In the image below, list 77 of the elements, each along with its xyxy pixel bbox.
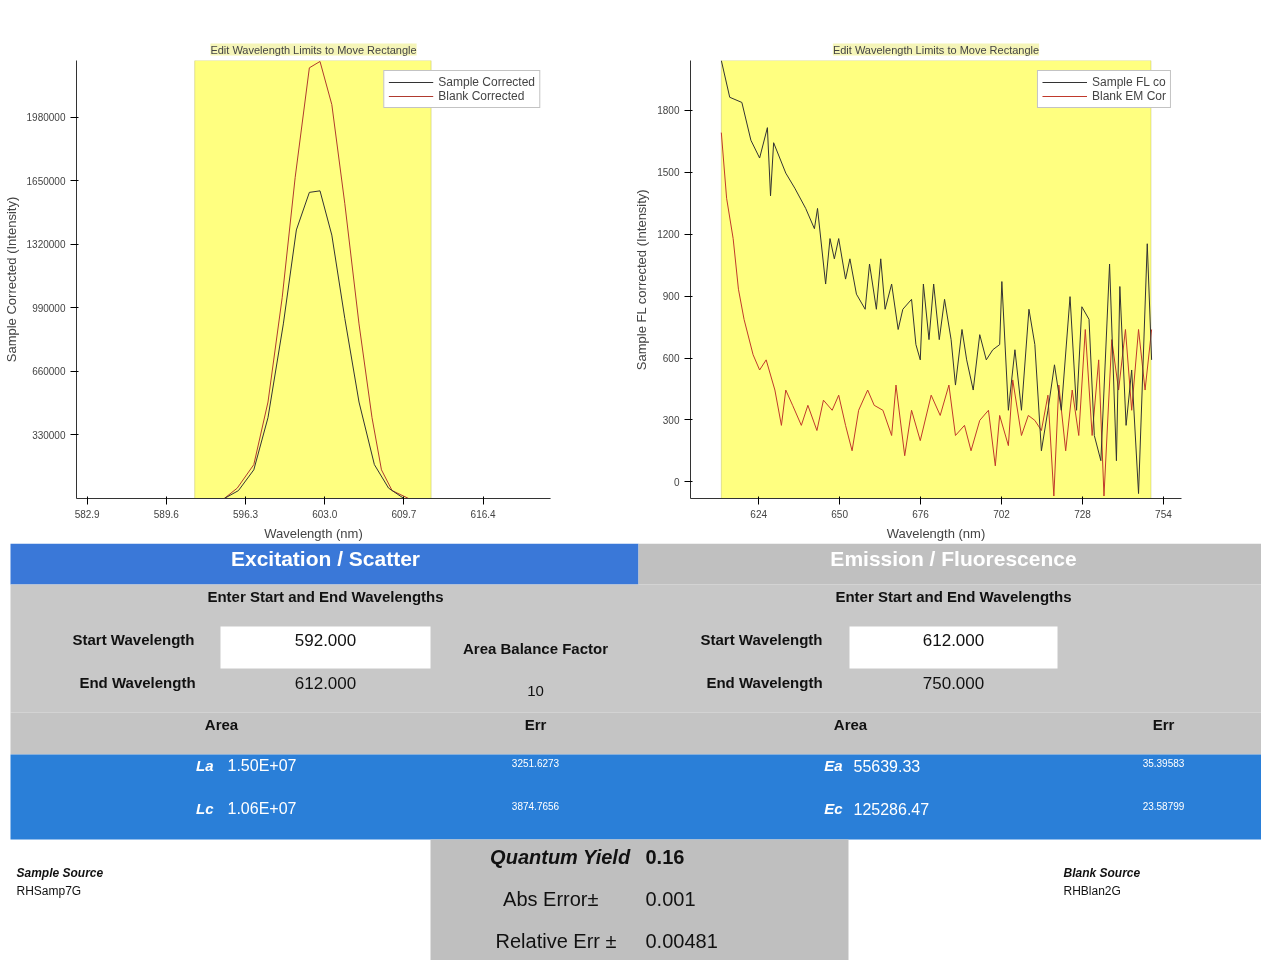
x-tick-label: 624 xyxy=(750,508,768,520)
text: 612.000 xyxy=(922,630,985,650)
text: Area xyxy=(833,716,868,733)
y-tick-label: 1800 xyxy=(657,105,680,117)
text: 3251.6273 xyxy=(511,757,560,769)
text: Err xyxy=(524,716,547,733)
text: 35.39583 xyxy=(1142,757,1185,769)
text: Excitation / Scatter xyxy=(230,547,421,570)
text: 1.50E+07 xyxy=(227,757,297,774)
y-tick-label: 330000 xyxy=(32,429,66,441)
text: Enter Start and End Wavelengths xyxy=(207,588,444,605)
text: Blank Source xyxy=(1063,865,1141,880)
text: Quantum Yield xyxy=(490,845,631,868)
y-tick-label: 300 xyxy=(662,414,680,426)
text: 1.06E+07 xyxy=(227,800,297,817)
text: Abs Error± xyxy=(503,887,599,910)
x-tick-label: 702 xyxy=(993,508,1011,520)
text: 125286.47 xyxy=(853,800,930,818)
text: End Wavelength xyxy=(706,674,823,691)
text: RHSamp7G xyxy=(16,883,82,898)
y-tick-label: 1320000 xyxy=(26,239,66,251)
text: End Wavelength xyxy=(79,674,196,691)
legend-label: Sample FL co xyxy=(1091,75,1166,89)
x-axis-title: Wavelength (nm) xyxy=(264,525,363,541)
text: 0.00481 xyxy=(645,929,718,952)
chart-title: Edit Wavelength Limits to Move Rectangle xyxy=(832,43,1040,56)
text: 612.000 xyxy=(294,673,357,693)
line-series xyxy=(223,60,410,499)
x-tick-label: 603.0 xyxy=(312,508,338,520)
y-tick-label: 1200 xyxy=(657,229,680,241)
x-tick-label: 616.4 xyxy=(470,508,497,520)
text: 0.001 xyxy=(645,887,696,910)
text: Ea xyxy=(824,757,843,774)
y-axis-title: Sample Corrected (Intensity) xyxy=(3,196,19,363)
text: La xyxy=(196,757,214,774)
y-tick-label: 0 xyxy=(673,476,680,488)
text: Lc xyxy=(196,800,215,817)
x-tick-label: 582.9 xyxy=(74,508,101,520)
x-tick-label: 754 xyxy=(1155,508,1173,520)
x-tick-label: 650 xyxy=(831,508,849,520)
text: Relative Err ± xyxy=(495,929,617,952)
y-tick-label: 660000 xyxy=(32,366,66,378)
legend-label: Blank Corrected xyxy=(438,89,525,103)
text: 750.000 xyxy=(922,673,985,693)
text: 592.000 xyxy=(294,630,357,650)
text: Emission / Fluorescence xyxy=(830,547,1077,570)
text: Start Wavelength xyxy=(700,631,823,648)
x-axis-title: Wavelength (nm) xyxy=(886,525,986,541)
text: Enter Start and End Wavelengths xyxy=(835,588,1072,605)
y-tick-label: 1500 xyxy=(657,167,680,179)
text: 55639.33 xyxy=(853,757,921,775)
text: 23.58799 xyxy=(1142,800,1185,812)
y-tick-label: 1980000 xyxy=(26,112,66,124)
x-tick-label: 596.3 xyxy=(233,508,259,520)
y-axis-title: Sample FL corrected (Intensity) xyxy=(634,189,650,371)
text: Err xyxy=(1152,716,1175,733)
chart-title: Edit Wavelength Limits to Move Rectangle xyxy=(210,43,417,56)
y-tick-label: 600 xyxy=(662,353,680,365)
x-tick-label: 609.7 xyxy=(391,508,417,520)
x-tick-label: 589.6 xyxy=(153,508,180,520)
x-tick-label: 676 xyxy=(912,508,930,520)
line-series xyxy=(720,132,1153,497)
text: Area Balance Factor xyxy=(462,640,609,657)
text: 3874.7656 xyxy=(511,800,560,812)
text: Start Wavelength xyxy=(72,631,195,648)
legend-label: Blank EM Cor xyxy=(1091,89,1166,103)
text: 0.16 xyxy=(645,845,685,868)
y-tick-label: 1650000 xyxy=(26,175,66,187)
text: Sample Source xyxy=(16,865,104,880)
text: Ec xyxy=(824,800,844,817)
text: Area xyxy=(204,716,239,733)
text: 10 xyxy=(527,681,544,699)
legend-label: Sample Corrected xyxy=(438,75,535,89)
x-tick-label: 728 xyxy=(1074,508,1092,520)
y-tick-label: 900 xyxy=(662,291,680,303)
text: RHBlan2G xyxy=(1063,883,1121,898)
y-tick-label: 990000 xyxy=(32,302,66,314)
